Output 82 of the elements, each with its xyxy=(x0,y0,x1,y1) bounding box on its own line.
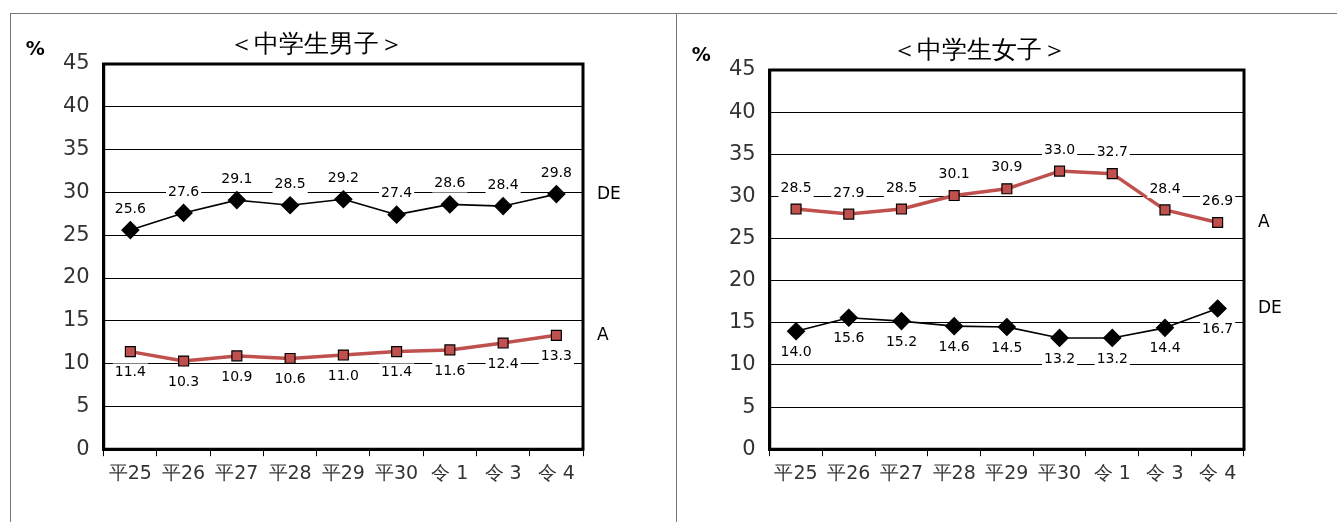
x-tick-label: 平25 xyxy=(774,460,818,483)
data-label: 28.4 xyxy=(1149,179,1181,196)
x-tick-label: 令 1 xyxy=(1093,460,1131,483)
x-tick-label: 令 3 xyxy=(1146,460,1184,483)
data-label: 13.3 xyxy=(540,346,572,363)
x-tick-label: 平26 xyxy=(827,460,871,483)
x-tick-label: 令 1 xyxy=(431,460,469,483)
data-label: 14.6 xyxy=(938,337,970,354)
data-label: 25.6 xyxy=(114,199,147,216)
y-tick-label: 5 xyxy=(76,392,90,417)
y-tick-label: 30 xyxy=(62,178,90,203)
x-tick-label: 平29 xyxy=(321,460,365,483)
y-tick-label: 30 xyxy=(728,182,756,207)
data-label: 14.5 xyxy=(991,338,1023,355)
x-tick-label: 平25 xyxy=(108,460,152,483)
y-axis-title: % xyxy=(691,42,711,65)
data-label: 33.0 xyxy=(1043,140,1076,157)
data-label: 13.2 xyxy=(1096,349,1128,366)
y-tick-label: 35 xyxy=(728,140,756,165)
y-tick-label: 25 xyxy=(62,221,90,246)
x-tick-label: 平26 xyxy=(162,460,206,483)
chart-title: ＜中学生女子＞ xyxy=(892,34,1067,64)
x-tick-label: 令 4 xyxy=(537,460,575,483)
y-tick-label: 10 xyxy=(62,350,90,375)
data-label: 28.5 xyxy=(274,174,306,191)
y-tick-label: 0 xyxy=(742,435,756,460)
y-axis-title: % xyxy=(25,36,45,59)
data-label: 29.8 xyxy=(540,163,572,180)
data-label: 29.1 xyxy=(221,169,253,186)
y-tick-label: 40 xyxy=(62,93,90,118)
data-label: 28.5 xyxy=(885,178,918,195)
data-label: 28.4 xyxy=(487,175,519,192)
data-label: 29.2 xyxy=(327,168,359,185)
data-label: 15.6 xyxy=(833,329,865,346)
data-label: 16.7 xyxy=(1202,320,1234,337)
data-label: 32.7 xyxy=(1096,143,1128,160)
data-label: 11.0 xyxy=(327,366,359,383)
y-tick-label: 45 xyxy=(728,56,756,81)
x-tick-label: 平28 xyxy=(268,460,312,483)
data-label: 30.1 xyxy=(938,165,970,182)
text: A xyxy=(597,323,609,344)
x-tick-label: 平30 xyxy=(1037,460,1082,483)
data-label: 27.4 xyxy=(381,184,413,201)
x-tick-label: 平27 xyxy=(879,460,924,483)
y-tick-label: 10 xyxy=(728,351,756,376)
y-tick-label: 15 xyxy=(62,307,90,332)
y-tick-label: 15 xyxy=(728,309,756,334)
data-label: 15.2 xyxy=(885,332,918,349)
x-tick-label: 平27 xyxy=(215,460,259,483)
data-label: 14.0 xyxy=(780,342,812,359)
data-label: 14.4 xyxy=(1149,339,1181,356)
y-tick-label: 5 xyxy=(742,393,756,418)
data-label: 10.9 xyxy=(221,367,253,384)
data-label: 10.3 xyxy=(168,372,200,389)
y-tick-label: 35 xyxy=(62,136,90,161)
data-label: 11.6 xyxy=(434,361,466,378)
y-tick-label: 0 xyxy=(76,435,90,460)
y-tick-label: 45 xyxy=(62,50,90,75)
data-label: 30.9 xyxy=(991,158,1023,175)
x-tick-label: 平30 xyxy=(375,460,419,483)
data-label: 13.2 xyxy=(1043,349,1076,366)
data-label: 12.4 xyxy=(487,354,519,371)
x-tick-label: 平29 xyxy=(985,460,1029,483)
data-label: 27.6 xyxy=(168,182,200,199)
data-label: 11.4 xyxy=(114,363,147,380)
chart-title: ＜中学生男子＞ xyxy=(228,28,404,58)
data-label: 10.6 xyxy=(274,370,306,387)
data-label: 28.6 xyxy=(434,174,466,191)
y-tick-label: 40 xyxy=(728,98,756,123)
y-tick-label: 20 xyxy=(62,264,90,289)
series-label: DE xyxy=(1258,296,1282,317)
y-tick-label: 25 xyxy=(728,224,756,249)
data-label: 28.5 xyxy=(780,178,812,195)
y-tick-label: 20 xyxy=(728,267,756,292)
x-tick-label: 令 4 xyxy=(1199,460,1237,483)
data-label: 11.4 xyxy=(381,363,413,380)
x-tick-label: 令 3 xyxy=(484,460,522,483)
data-label: 26.9 xyxy=(1202,192,1234,209)
data-label: 27.9 xyxy=(833,183,865,200)
x-tick-label: 平28 xyxy=(932,460,976,483)
series-label: DE xyxy=(597,182,621,203)
text: A xyxy=(1258,210,1270,231)
